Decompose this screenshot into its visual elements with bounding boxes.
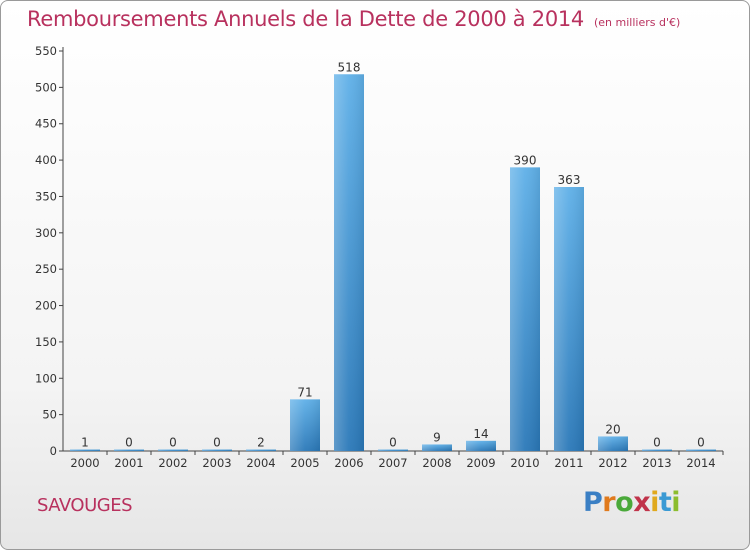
bar-shine [158,449,188,451]
bar-shine [642,449,672,451]
y-tick-label: 450 [35,117,57,131]
data-label: 0 [213,436,221,450]
chart-title-text: Remboursements Annuels de la Dette de 20… [27,7,584,31]
bar-shine [334,74,364,451]
x-tick-label: 2008 [422,456,451,470]
bar-shine [422,444,452,451]
data-label: 518 [338,60,361,74]
bar-shine [466,440,496,451]
data-label: 20 [605,422,620,436]
y-tick-label: 150 [35,335,57,349]
x-tick-label: 2010 [510,456,539,470]
x-tick-label: 2011 [554,456,583,470]
y-tick-label: 0 [50,444,57,458]
y-tick-label: 200 [35,299,57,313]
logo-letter-i: i [650,487,659,518]
data-label: 0 [125,436,133,450]
data-label: 0 [697,436,705,450]
bar-shine [246,449,276,451]
logo-letter-o: o [615,487,634,518]
bar-shine [114,449,144,451]
y-tick-label: 500 [35,80,57,94]
y-tick-label: 100 [35,371,57,385]
x-tick-label: 2014 [686,456,715,470]
data-label: 363 [558,173,581,187]
data-label: 9 [433,430,441,444]
data-label: 14 [473,427,488,441]
data-label: 2 [257,436,265,450]
x-tick-label: 2002 [158,456,187,470]
y-tick-label: 300 [35,226,57,240]
x-tick-label: 2005 [290,456,319,470]
logo-letter-i-2: i [671,487,681,518]
bar-shine [598,436,628,451]
x-tick-label: 2007 [378,456,407,470]
y-tick-label: 400 [35,153,57,167]
logo-letter-p: P [583,487,603,518]
chart-subtitle: (en milliers d'€) [594,16,681,29]
data-labels: 1 0 0 0 2 71 518 0 9 14 390 363 20 0 0 [81,60,705,449]
x-tick-label: 2009 [466,456,495,470]
bar-shine [510,167,540,451]
data-label: 0 [653,436,661,450]
data-label: 390 [514,153,537,167]
bar-shine [290,399,320,451]
x-tick-label: 2013 [642,456,671,470]
proxiti-logo: Proxiti [583,487,681,518]
x-tick-label: 2000 [70,456,99,470]
y-tick-label: 250 [35,262,57,276]
data-label: 71 [297,385,312,399]
data-label: 0 [169,436,177,450]
x-tick-label: 2006 [334,456,363,470]
y-tick-label: 550 [35,44,57,58]
y-tick-label: 50 [42,408,57,422]
bar-shine [554,187,584,451]
x-tick-label: 2012 [598,456,627,470]
chart-title: Remboursements Annuels de la Dette de 20… [27,7,680,31]
bar-shine [378,449,408,451]
bar-shine [686,449,716,451]
logo-letter-t: t [658,487,672,518]
logo-letter-x: x [633,487,651,518]
bar-shine [70,449,100,451]
data-label: 1 [81,436,89,450]
logo-letter-r: r [602,487,616,518]
x-tick-label: 2003 [202,456,231,470]
bars [70,74,716,451]
data-label: 0 [389,436,397,450]
commune-name: SAVOUGES [37,495,133,516]
bar-shine [202,449,232,451]
x-tick-label: 2001 [114,456,143,470]
x-tick-label: 2004 [246,456,275,470]
y-tick-label: 350 [35,189,57,203]
